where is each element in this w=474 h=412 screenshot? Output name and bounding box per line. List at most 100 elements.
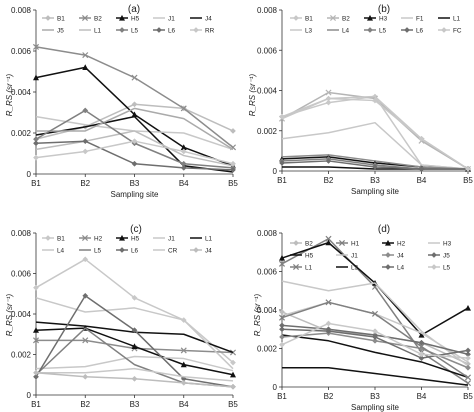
legend-marker [156, 27, 162, 33]
legend-label: L5 [94, 247, 102, 254]
legend-label: J5 [57, 27, 64, 34]
y-tick-label: 0.004 [11, 88, 32, 97]
data-point [131, 138, 138, 145]
legend-marker [45, 15, 51, 21]
legend-label: L5 [443, 264, 451, 271]
y-tick-label: 0.004 [11, 310, 32, 319]
series-line [281, 334, 469, 379]
data-point [32, 43, 40, 50]
legend-label: B1 [57, 15, 65, 22]
x-tick-label: B2 [324, 176, 334, 185]
x-tick-label: B4 [179, 400, 189, 409]
data-point [279, 341, 285, 348]
legend-marker [45, 235, 51, 241]
legend-marker [119, 27, 125, 33]
series-group [36, 107, 234, 151]
data-point [371, 310, 379, 317]
data-point [325, 299, 332, 306]
legend-label: L1 [305, 264, 313, 271]
legend-label: L5 [131, 27, 139, 34]
y-tick-label: 0.006 [11, 270, 32, 279]
legend-marker [329, 14, 337, 22]
legend-label: J1 [168, 235, 175, 242]
x-tick-label: B5 [463, 176, 473, 185]
y-tick-label: 0.006 [257, 268, 278, 277]
legend-marker [293, 240, 299, 246]
chart-panel: 0 0.002 0.004 0.006 0.008 B1 B2 B3 B4 B5 Sampling … [5, 4, 238, 199]
legend-marker [431, 252, 437, 258]
y-tick-label: 0.008 [257, 6, 278, 15]
legend-marker [367, 14, 373, 21]
data-point [131, 343, 138, 349]
data-point [418, 355, 425, 362]
series-group [282, 367, 469, 386]
legend: B1 B2 H5 J1 J4 J5 L1 L5 L6 RR [42, 14, 215, 34]
data-point [279, 333, 285, 340]
legend-label: RR [205, 27, 215, 34]
x-tick-label: B3 [370, 176, 380, 185]
series-line [35, 297, 234, 370]
data-point [325, 99, 332, 106]
y-axis-title: R_RS (sr⁻¹) [253, 293, 262, 336]
data-point [278, 314, 286, 321]
data-point [418, 135, 425, 142]
data-point [372, 332, 378, 338]
legend: B1 H2 H5 J1 L1 L4 L5 L6 CR J4 [42, 234, 213, 254]
x-axis-title: Sampling site [110, 190, 159, 199]
y-axis-title: R_RS (sr⁻¹) [5, 293, 14, 336]
data-point [180, 144, 187, 150]
data-point [82, 148, 89, 155]
legend-label: J5 [443, 252, 450, 259]
data-point [82, 373, 89, 380]
series-group [281, 334, 469, 379]
data-point [418, 166, 425, 172]
legend-label: L3 [305, 27, 313, 34]
x-tick-label: B1 [31, 400, 41, 409]
legend-label: J4 [205, 15, 212, 22]
y-tick-label: 0.004 [257, 87, 278, 96]
y-tick-label: 0.006 [257, 46, 278, 55]
series-group [35, 355, 234, 372]
legend-label: CR [168, 247, 178, 254]
y-tick-label: 0.002 [257, 345, 278, 354]
panel-label: (c) [130, 224, 142, 235]
data-point [279, 159, 285, 166]
data-point [33, 373, 39, 380]
legend-label: B2 [94, 15, 102, 22]
series-group [278, 299, 472, 381]
x-tick-label: B2 [324, 392, 334, 401]
data-point [465, 304, 471, 311]
legend-label: J4 [205, 247, 212, 254]
series-group [279, 322, 471, 358]
legend-label: F1 [416, 15, 424, 22]
data-point [278, 260, 286, 267]
data-point [33, 154, 39, 161]
legend-label: H3 [379, 15, 388, 22]
y-tick-label: 0 [273, 167, 278, 176]
data-point [325, 320, 332, 327]
series-group [35, 297, 234, 370]
data-point [82, 337, 89, 344]
legend-marker [404, 27, 410, 33]
series-group [36, 367, 234, 382]
legend-label: H5 [305, 252, 314, 259]
legend-label: L3 [351, 264, 359, 271]
legend-label: H3 [443, 240, 452, 247]
data-point [418, 331, 425, 338]
data-point [131, 101, 138, 108]
data-point [82, 52, 89, 59]
data-point [180, 379, 187, 386]
x-tick-label: B5 [228, 400, 238, 409]
data-point [131, 294, 138, 301]
data-point [180, 148, 187, 155]
data-point [372, 328, 378, 335]
data-point [230, 371, 236, 378]
series-group [33, 369, 236, 390]
y-tick-label: 0.006 [11, 47, 32, 56]
series-line [281, 154, 469, 170]
legend-label: H2 [397, 240, 406, 247]
data-point [131, 111, 138, 118]
series-group [281, 154, 469, 170]
legend-label: J1 [168, 15, 175, 22]
